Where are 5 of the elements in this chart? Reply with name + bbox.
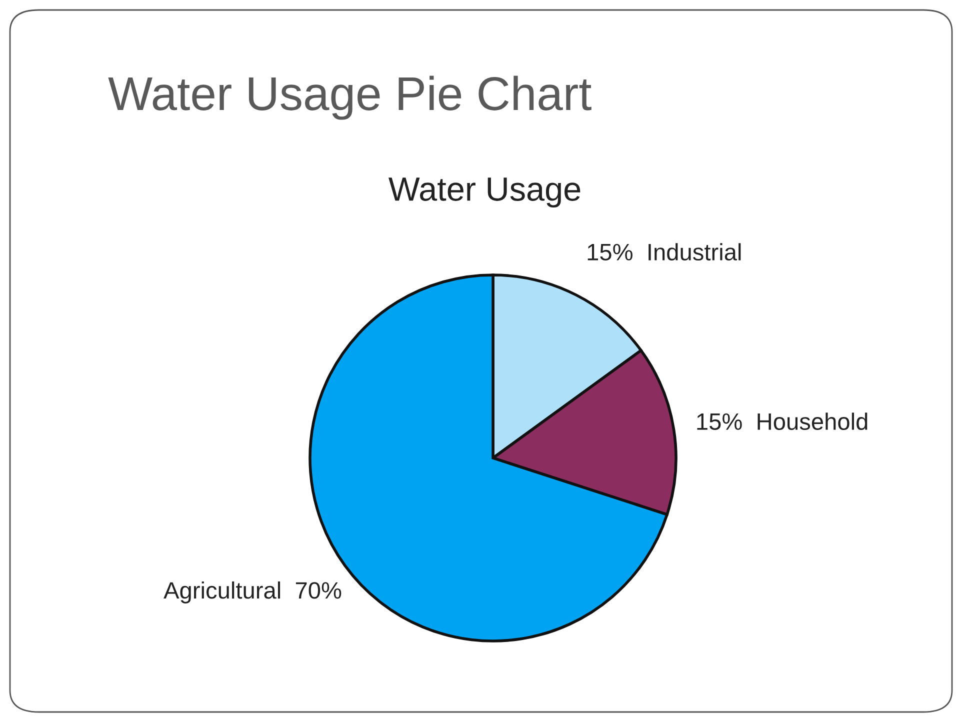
- slice-label: Agricultural 70%: [164, 581, 342, 604]
- slice-label: 15% Industrial: [588, 243, 741, 261]
- chart-subtitle: Water Usage: [388, 178, 580, 208]
- slice-label: 15% Household: [697, 412, 868, 430]
- chart-title: Water Usage Pie Chart: [108, 76, 592, 120]
